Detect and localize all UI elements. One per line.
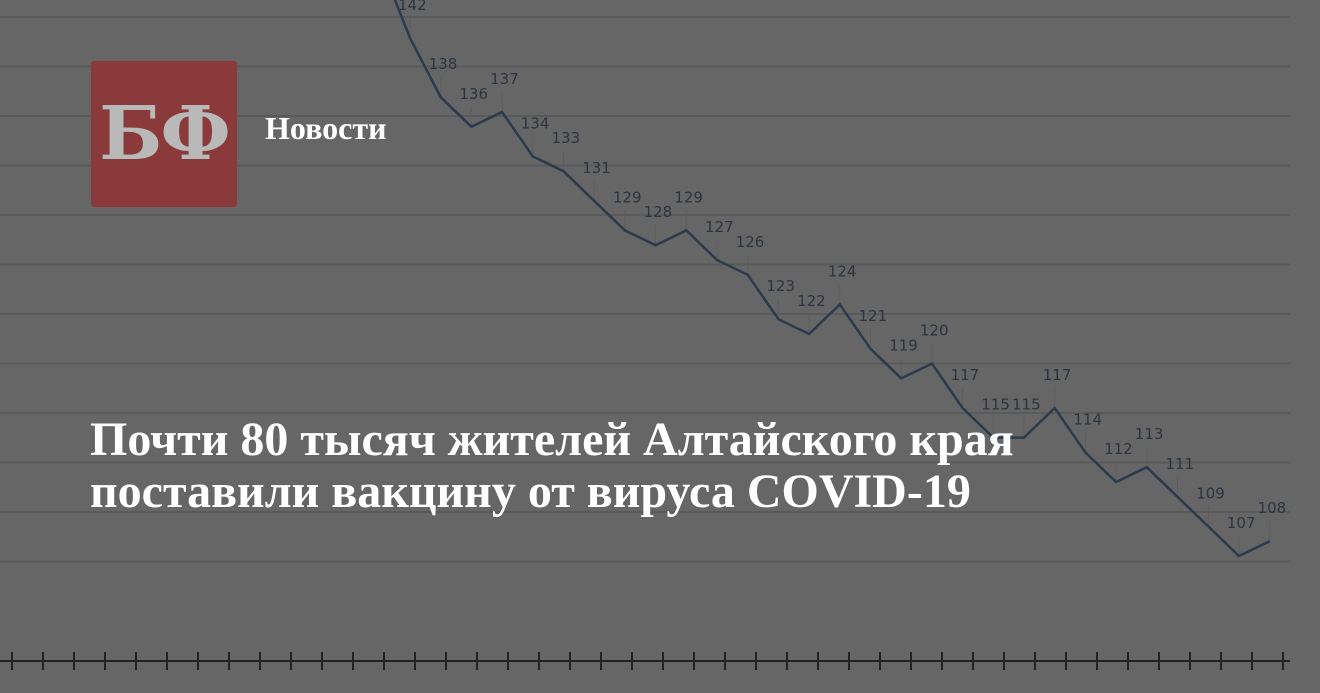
data-label: 137 <box>490 70 519 88</box>
data-label: 122 <box>797 292 826 310</box>
data-label: 129 <box>613 188 642 206</box>
data-label: 113 <box>1135 425 1164 443</box>
data-label: 108 <box>1258 499 1287 517</box>
series-line <box>393 0 1271 558</box>
data-label: 134 <box>521 114 550 132</box>
data-label: 128 <box>644 203 673 221</box>
bf-logo[interactable]: БФ <box>91 61 237 207</box>
data-label: 142 <box>398 0 427 14</box>
section-label[interactable]: Новости <box>265 110 387 146</box>
data-label: 124 <box>828 262 857 280</box>
data-label: 119 <box>889 336 918 354</box>
data-label: 111 <box>1166 455 1195 473</box>
data-label: 133 <box>552 129 581 147</box>
data-label: 117 <box>1043 366 1072 384</box>
data-label: 136 <box>459 85 488 103</box>
data-label: 126 <box>736 233 765 251</box>
data-label: 120 <box>920 322 949 340</box>
data-label: 131 <box>582 159 611 177</box>
data-label: 123 <box>766 277 795 295</box>
data-label: 129 <box>674 188 703 206</box>
data-label: 127 <box>705 218 734 236</box>
data-label: 109 <box>1196 484 1225 502</box>
data-label: 112 <box>1104 440 1133 458</box>
data-label: 121 <box>859 307 888 325</box>
data-label: 114 <box>1073 410 1102 428</box>
data-label: 107 <box>1227 514 1256 532</box>
data-label: 115 <box>981 396 1010 414</box>
data-label: 117 <box>951 366 980 384</box>
data-label: 138 <box>429 55 458 73</box>
data-label: 115 <box>1012 396 1041 414</box>
logo-text: БФ <box>99 91 230 177</box>
headline[interactable]: Почти 80 тысяч жителей Алтайского края п… <box>90 413 1014 518</box>
